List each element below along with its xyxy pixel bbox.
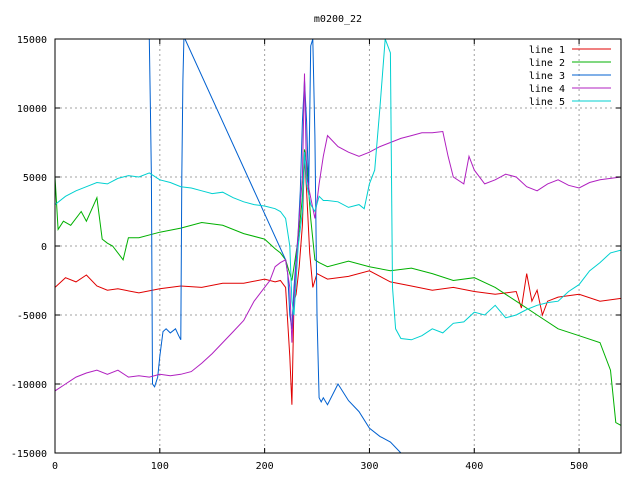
y-tick-label: 10000 xyxy=(17,104,47,115)
x-tick-label: 200 xyxy=(256,461,274,472)
y-tick-label: -5000 xyxy=(17,311,47,322)
x-tick-label: 500 xyxy=(570,461,588,472)
series-line-4 xyxy=(55,73,621,392)
series-line-2 xyxy=(55,149,621,426)
legend-label: line 4 xyxy=(529,84,565,95)
x-tick-label: 100 xyxy=(151,461,169,472)
x-tick-label: 300 xyxy=(360,461,378,472)
y-tick-label: 15000 xyxy=(17,35,47,46)
x-tick-label: 0 xyxy=(52,461,58,472)
chart-title: m0200_22 xyxy=(314,14,362,25)
series-line-1 xyxy=(55,156,621,405)
legend-label: line 3 xyxy=(529,71,565,82)
legend-label: line 2 xyxy=(529,58,565,69)
legend-label: line 5 xyxy=(529,97,565,108)
y-tick-label: -15000 xyxy=(11,449,47,460)
y-tick-label: -10000 xyxy=(11,380,47,391)
legend-label: line 1 xyxy=(529,45,565,56)
legend: line 1 line 2 line 3 line 4 line 5 xyxy=(529,45,611,108)
y-tick-label: 0 xyxy=(41,242,47,253)
axis-ticks: 0 100 200 300 400 500 -15000 -10000 -5000 0 5000 10… xyxy=(11,35,621,472)
series-lines xyxy=(55,39,621,453)
series-line-3 xyxy=(148,39,402,453)
y-tick-label: 5000 xyxy=(23,173,47,184)
x-tick-label: 400 xyxy=(465,461,483,472)
series-line-5 xyxy=(55,39,621,341)
grid xyxy=(55,39,621,453)
